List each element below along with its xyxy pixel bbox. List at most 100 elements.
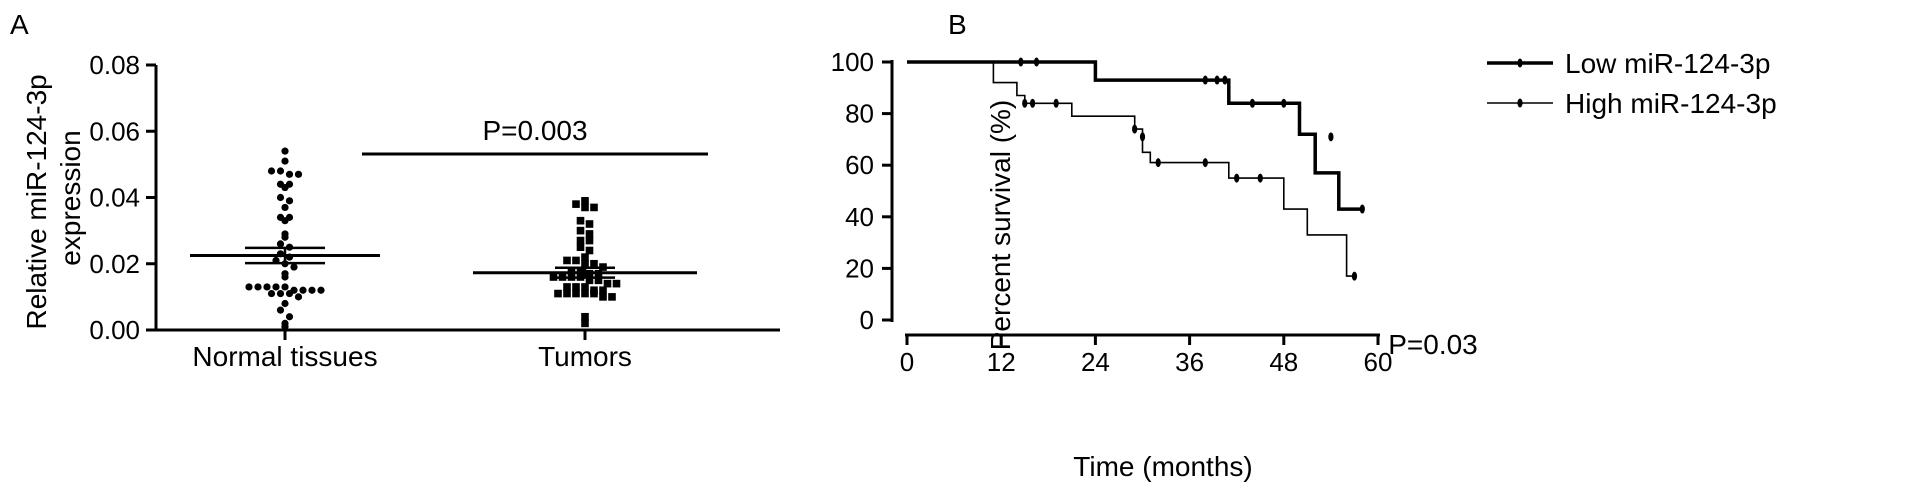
normal-tissue-point: [294, 170, 303, 178]
low-mir-censor-mark: [1018, 57, 1024, 67]
legend-marker: [1517, 58, 1523, 68]
normal-tissue-point: [299, 286, 307, 294]
panel-b-xtick-label: 36: [1175, 347, 1204, 377]
high-mir-censor-mark: [1257, 173, 1263, 183]
tumor-point: [554, 289, 562, 298]
tumor-point: [576, 266, 585, 275]
panel-b-legend: Low miR-124-3p High miR-124-3p: [1487, 48, 1777, 119]
normal-tissue-point: [281, 157, 289, 165]
normal-tissue-point: [290, 263, 298, 271]
normal-tissue-point: [245, 283, 253, 291]
tumor-point: [563, 283, 571, 291]
panel-a-ylabel-line1: Relative miR-124-3p: [21, 74, 52, 329]
panel-a-annotation-group: P=0.003: [362, 115, 708, 156]
high-mir-censor-mark: [1155, 158, 1161, 168]
high-mir-censor-mark: [1351, 271, 1358, 281]
panel-a-pvalue: P=0.003: [482, 115, 587, 146]
tumor-point: [576, 226, 585, 235]
low-mir-survival-line: [907, 60, 1363, 211]
normal-tissue-point: [285, 197, 294, 205]
normal-tissue-point: [285, 213, 294, 221]
panel-b-axes: 0 20 40 60 80 100 0 12 24 36 48 60: [831, 47, 1393, 377]
high-mir-censor-mark: [1022, 98, 1028, 108]
normal-tissue-point: [308, 286, 316, 294]
panel-b-xtick-label: 0: [900, 347, 914, 377]
tumor-point: [590, 203, 598, 212]
normal-tissue-point: [285, 313, 294, 321]
low-mir-censor-mark: [1222, 75, 1228, 85]
tumor-point: [585, 230, 594, 238]
normal-tissue-point: [290, 286, 298, 294]
low-mir-censor-mark: [1214, 75, 1220, 85]
tumor-point: [599, 293, 607, 301]
normal-tissue-point: [276, 193, 285, 202]
high-mir-censor-mark: [1053, 98, 1059, 108]
tumor-point: [590, 286, 598, 295]
tumor-point: [585, 246, 594, 255]
panel-a-ytick-label: 0.08: [89, 50, 140, 80]
normal-tissue-point: [281, 203, 289, 212]
tumor-point: [576, 236, 585, 245]
panel-b-ylabel: Percent survival (%): [985, 100, 1016, 351]
tumor-point: [549, 273, 558, 281]
panel-a-ytick-label: 0.02: [89, 249, 140, 279]
panel-a-ylabel-line2: expression: [55, 130, 86, 265]
low-mir-censor-mark: [1033, 57, 1040, 67]
low-mir-censor-mark: [1249, 98, 1255, 108]
tumor-point: [576, 243, 585, 251]
tumor-point: [581, 197, 589, 205]
panel-b-ytick-label: 40: [845, 202, 874, 232]
high-mir-survival-line: [907, 61, 1355, 277]
tumor-point: [581, 203, 589, 212]
panel-b-ytick-label: 100: [831, 47, 874, 77]
panel-b-pvalue: P=0.03: [1388, 329, 1478, 360]
tumor-point: [590, 259, 598, 268]
panel-b-xtick-label: 60: [1364, 347, 1393, 377]
panel-b-marks: [907, 57, 1365, 281]
normal-tissue-point: [276, 167, 285, 175]
legend-marker: [1517, 98, 1523, 108]
panel-b-xlabel: Time (months): [1073, 451, 1252, 482]
tumor-point: [563, 289, 571, 298]
tumor-point: [581, 253, 589, 261]
normal-tissue-point: [263, 283, 271, 291]
tumor-point: [585, 236, 594, 245]
panel-a-xtick-label: Normal tissues: [192, 341, 377, 372]
normal-tissue-point: [254, 283, 262, 291]
tumor-point: [572, 289, 580, 298]
tumor-point: [576, 216, 585, 225]
panel-a-ylabel: Relative miR-124-3p expression: [21, 67, 86, 330]
panel-b-ytick-label: 60: [845, 150, 874, 180]
normal-tissue-point: [281, 230, 289, 238]
tumor-point: [608, 293, 616, 301]
normal-tissue-point: [276, 289, 285, 298]
tumor-point: [581, 259, 589, 268]
tumor-point: [572, 200, 580, 208]
panel-b-letter: B: [948, 9, 967, 40]
high-mir-censor-mark: [1202, 158, 1208, 168]
normal-tissue-point: [267, 167, 276, 175]
normal-tissue-point: [276, 240, 285, 248]
normal-tissue-point: [294, 293, 303, 301]
normal-tissue-point: [276, 213, 285, 221]
normal-tissue-point: [317, 286, 325, 294]
high-mir-censor-mark: [1132, 124, 1138, 134]
legend-label: High miR-124-3p: [1565, 88, 1777, 119]
panel-b-ytick-label: 20: [845, 253, 874, 283]
legend-label: Low miR-124-3p: [1565, 48, 1770, 79]
high-mir-censor-mark: [1139, 132, 1146, 142]
panel-b-ytick-label: 80: [845, 99, 874, 129]
tumor-point: [581, 319, 589, 328]
tumor-point: [572, 256, 580, 265]
tumor-point: [581, 283, 589, 291]
tumor-point: [581, 289, 589, 298]
low-mir-censor-mark: [1202, 75, 1208, 85]
tumor-point: [612, 279, 621, 288]
normal-tissue-point: [267, 289, 276, 298]
low-mir-censor-mark: [1281, 98, 1287, 108]
panel-b: B Percent survival (%) Time (months) 0 20…: [831, 9, 1777, 482]
low-mir-censor-mark: [1328, 132, 1334, 142]
panel-a-ytick-label: 0.06: [89, 116, 140, 146]
high-mir-censor-mark: [1234, 173, 1240, 183]
